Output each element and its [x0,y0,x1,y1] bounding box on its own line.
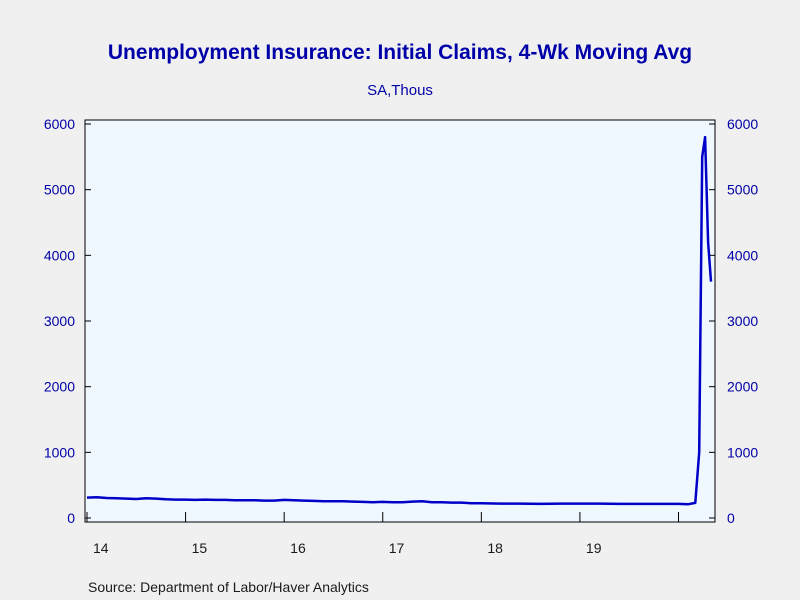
left-y-tick-label: 1000 [44,444,75,460]
right-y-axis: 0 1000 2000 3000 4000 5000 6000 [709,116,758,526]
x-tick-label: 19 [586,540,602,556]
left-y-tick-label: 3000 [44,313,75,329]
x-tick-label: 18 [487,540,503,556]
left-y-tick-label: 0 [67,510,75,526]
left-y-tick-label: 4000 [44,247,75,263]
right-y-tick-label: 5000 [727,182,758,198]
chart-title: Unemployment Insurance: Initial Claims, … [108,41,692,64]
left-y-axis: 0 1000 2000 3000 4000 5000 6000 [44,116,91,526]
plot-area [84,119,716,523]
right-y-tick-label: 3000 [727,313,758,329]
right-y-tick-label: 2000 [727,379,758,395]
chart-subtitle: SA,Thous [367,82,433,99]
right-y-tick-label: 1000 [727,444,758,460]
x-tick-label: 16 [290,540,306,556]
right-y-tick-label: 0 [727,510,735,526]
right-y-tick-label: 4000 [727,247,758,263]
series-line [86,135,713,506]
left-y-tick-label: 2000 [44,379,75,395]
x-tick-label: 14 [93,540,109,556]
x-axis: 14 15 16 17 18 19 [86,512,679,556]
left-y-tick-label: 5000 [44,182,75,198]
source-note: Source: Department of Labor/Haver Analyt… [88,579,369,595]
series-group [86,135,713,506]
x-tick-label: 17 [389,540,405,556]
right-y-tick-label: 6000 [727,116,758,132]
left-y-tick-label: 6000 [44,116,75,132]
x-tick-label: 15 [192,540,208,556]
